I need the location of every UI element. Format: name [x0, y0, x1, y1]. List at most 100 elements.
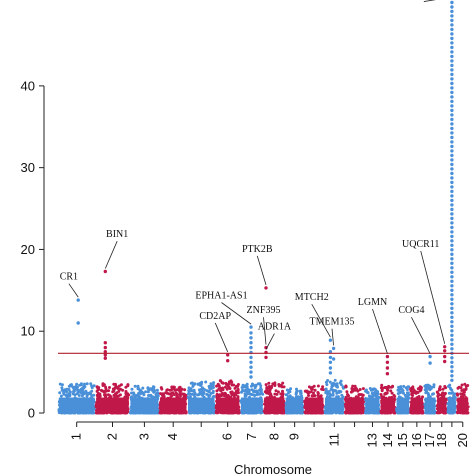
snp-point: [380, 383, 384, 387]
snp-point: [75, 382, 79, 386]
apoe-snp-point: [450, 198, 454, 203]
snp-point: [341, 386, 345, 390]
apoe-snp-point: [450, 257, 454, 261]
apoe-snp-point: [450, 167, 454, 171]
significant-snp-point: [249, 325, 253, 329]
snp-point: [149, 393, 153, 397]
snp-point: [401, 389, 405, 393]
snp-point: [102, 383, 106, 387]
snp-band: [160, 397, 187, 413]
snp-point: [215, 389, 219, 393]
snp-point: [84, 389, 88, 393]
gene-leader-line: [423, 0, 436, 2]
apoe-snp-point: [450, 203, 454, 207]
snp-point: [331, 383, 335, 387]
snp-point: [68, 393, 72, 397]
snp-point: [325, 383, 329, 387]
chromosome-12-points: [343, 384, 366, 415]
snp-point: [452, 393, 456, 397]
snp-band: [130, 397, 159, 413]
snp-point: [98, 394, 102, 398]
snp-point: [284, 393, 288, 397]
snp-point: [263, 390, 267, 394]
apoe-snp-point: [450, 360, 454, 364]
snp-point: [460, 383, 464, 387]
x-tick-label: 2: [104, 433, 119, 440]
apoe-snp-point: [450, 14, 454, 18]
apoe-snp-point: [450, 365, 454, 369]
snp-point: [113, 387, 116, 391]
snp-point: [279, 384, 283, 388]
snp-band: [381, 397, 395, 413]
snp-point: [379, 386, 383, 390]
snp-point: [121, 388, 125, 392]
snp-band: [448, 397, 456, 413]
snp-band: [396, 397, 410, 413]
snp-point: [187, 391, 191, 395]
y-tick-label: 30: [21, 160, 35, 175]
significant-snp-point: [385, 372, 390, 376]
snp-point: [252, 393, 256, 397]
apoe-snp-point: [450, 18, 454, 23]
snp-point: [144, 390, 148, 394]
snp-point: [309, 390, 313, 394]
significant-snp-point: [103, 269, 108, 274]
snp-point: [95, 389, 99, 393]
snp-point: [133, 384, 137, 388]
snp-point: [199, 387, 203, 391]
chromosome-10-points: [303, 384, 325, 415]
snp-point: [369, 388, 373, 392]
apoe-snp-point: [450, 194, 454, 198]
snp-point: [137, 394, 141, 398]
snp-point: [320, 387, 324, 391]
snp-point: [220, 393, 224, 397]
snp-point: [107, 389, 111, 393]
apoe-snp-point: [450, 104, 454, 108]
significant-snp-point: [443, 359, 447, 364]
snp-point: [256, 382, 260, 386]
significant-snp-point: [385, 366, 390, 370]
y-axis: 0 10 20 30 40: [21, 78, 45, 421]
apoe-snp-point: [450, 212, 454, 216]
x-tick-label: 20: [455, 433, 470, 447]
snp-point: [142, 393, 146, 397]
snp-point: [234, 392, 238, 396]
gene-label: ZNF395: [247, 305, 281, 316]
snp-band: [96, 397, 129, 413]
significant-snp-point: [249, 331, 253, 335]
chromosome-13-points: [364, 387, 381, 415]
apoe-snp-point: [450, 297, 454, 301]
x-tick-label: 15: [395, 433, 410, 447]
snp-point: [152, 386, 156, 390]
gene-label: UQCR11: [402, 239, 439, 250]
gene-annotation: COG4: [398, 305, 431, 354]
snp-point: [89, 382, 93, 386]
snp-point: [432, 383, 436, 387]
snp-point: [59, 394, 63, 398]
snp-point: [431, 392, 434, 396]
snp-point: [428, 388, 432, 392]
snp-point: [329, 393, 332, 397]
snp-point: [407, 393, 411, 397]
snp-point: [424, 383, 428, 387]
snp-point: [307, 385, 311, 389]
snp-band: [457, 397, 469, 413]
apoe-snp-point: [450, 180, 454, 185]
apoe-snp-point: [450, 302, 454, 306]
apoe-snp-point: [450, 63, 454, 68]
snp-point: [236, 388, 240, 392]
snp-band: [286, 397, 304, 413]
snp-point: [352, 388, 356, 392]
snp-point: [170, 388, 174, 391]
snp-point: [223, 385, 227, 389]
snp-point: [118, 393, 122, 397]
apoe-snp-point: [450, 72, 454, 77]
snp-point: [178, 390, 182, 394]
snp-point: [89, 392, 93, 396]
chromosome-19-points: [446, 383, 457, 415]
gene-leader-line: [256, 255, 267, 285]
snp-point: [396, 392, 400, 396]
apoe-snp-point: [450, 261, 454, 265]
snp-point: [281, 394, 285, 398]
apoe-snp-point: [450, 59, 454, 63]
